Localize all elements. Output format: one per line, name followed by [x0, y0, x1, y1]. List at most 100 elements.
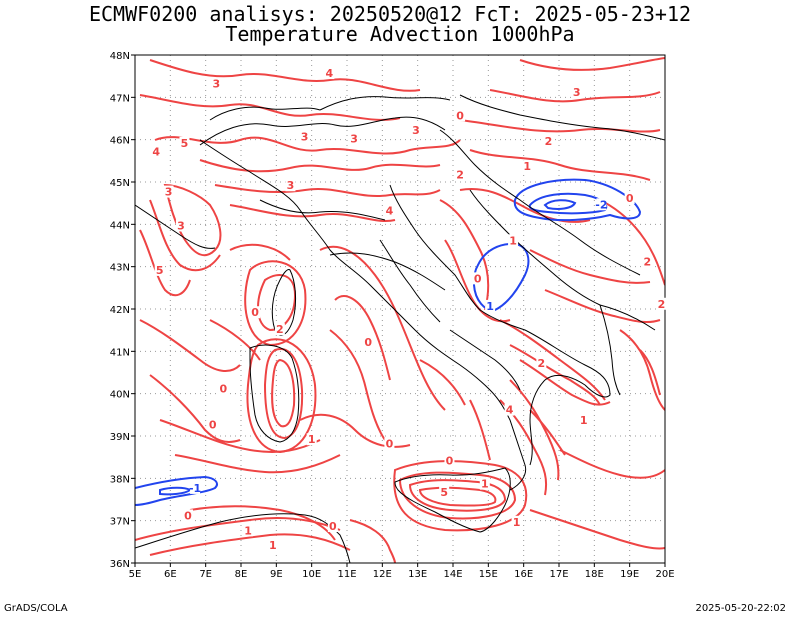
map-title: ECMWF0200 analisys: 20250520@12 FcT: 202…: [88, 2, 692, 26]
negative-contour-balkans-outer: [513, 178, 642, 222]
contour-label-26: 2: [276, 323, 284, 336]
contour-label-1: -2: [595, 198, 607, 211]
negative-contour-west: [135, 475, 218, 506]
y-tick-label-37N: 37N: [110, 517, 130, 528]
border-italy-inland-3: [379, 239, 441, 323]
contour-label-6: 4: [152, 145, 160, 158]
contour-label-bg: [511, 515, 522, 528]
contour-label-24: 2: [658, 298, 666, 311]
contour-east-sea-2: [639, 349, 661, 396]
x-tick-label-20E: 20E: [655, 569, 674, 580]
contour-label-13: 3: [573, 86, 581, 99]
contour-puglia-1: [499, 319, 606, 401]
coastline-sicily: [394, 467, 511, 533]
contour-label-35: 0: [446, 454, 454, 467]
contour-corsica-2: [244, 260, 307, 347]
contour-label-27: 0: [364, 336, 372, 349]
contour-labels: -1 -2 1 0 3 4 4 5 3 3 3 0 2 3 1 2 3 4 0 1 3 3 5 2 2 0 2 0 0 0 1 2 4 1 0 0 5 1…: [151, 67, 667, 552]
contour-east-3: [489, 89, 661, 103]
contour-label-bg: [504, 403, 515, 416]
contour-center-2: [209, 319, 261, 361]
contour-label-bg: [151, 145, 162, 158]
x-tick-label-9E: 9E: [270, 569, 283, 580]
contour-label-bg: [183, 509, 193, 522]
x-tick-label-15E: 15E: [479, 569, 498, 580]
contour-label-bg: [479, 477, 490, 490]
contour-east-4: [519, 57, 665, 71]
contour-south-5: [529, 509, 665, 550]
contour-east-sea-1: [619, 329, 665, 411]
contour-center-1: [229, 243, 291, 261]
coastline-albania: [599, 304, 621, 396]
y-tick-label-45N: 45N: [110, 178, 130, 189]
x-tick-label-12E: 12E: [373, 569, 392, 580]
negative-contour-balkans-core: [543, 199, 577, 210]
x-tick-label-8E: 8E: [235, 569, 248, 580]
contour-ionian-1: [559, 449, 665, 479]
contour-label-39: 1: [244, 524, 252, 537]
contour-label-30: 1: [308, 433, 316, 446]
contour-po-2: [229, 204, 396, 222]
y-tick-label-41N: 41N: [110, 347, 130, 358]
x-tick-label-13E: 13E: [408, 569, 427, 580]
contour-label-bg: [363, 335, 374, 348]
contour-sardinia-1: [263, 348, 304, 440]
contour-west-3: [149, 374, 241, 443]
contour-label-bg: [175, 219, 186, 232]
contour-sicily-2: [408, 479, 507, 512]
coastline-italy-east: [389, 184, 611, 466]
contour-center-4: [419, 359, 466, 406]
contour-label-bg: [410, 124, 421, 137]
coastline-tunisia: [135, 513, 351, 563]
contour-balkans-1: [529, 249, 651, 284]
contour-label-31: 2: [538, 357, 546, 370]
contour-label-bg: [624, 191, 635, 204]
x-tick-label-6E: 6E: [164, 569, 177, 580]
border-switzerland: [209, 106, 321, 121]
contour-sicily-1: [398, 471, 517, 520]
axis-ticks: 5E 6E 7E 8E 9E 10E 11E 12E 13E 14E 15E 16E 17E 18E 19E…: [110, 51, 675, 580]
contour-label-12: 2: [545, 135, 553, 148]
footer-timestamp: 2025-05-20-22:02: [695, 603, 786, 614]
contour-south-3: [189, 505, 336, 541]
contour-puglia-2: [509, 344, 601, 406]
border-italy-inland-4: [449, 329, 521, 391]
contour-label-bg: [299, 130, 310, 143]
contour-east-2: [459, 119, 661, 133]
contour-label-bg: [154, 263, 165, 276]
contour-label-bg: [349, 132, 360, 145]
y-tick-label-44N: 44N: [110, 220, 130, 231]
contour-label-32: 4: [506, 404, 514, 417]
contour-label-7: 5: [181, 137, 189, 150]
contour-label-2: 1: [486, 300, 494, 313]
contour-label-bg: [324, 67, 335, 80]
contour-nw-alps-2: [139, 94, 401, 121]
contour-label-bg: [522, 160, 533, 173]
coastline-balkans-inland: [459, 94, 665, 141]
contour-label-14: 1: [523, 160, 531, 173]
contour-label-36: 5: [440, 486, 448, 499]
contour-label-16: 3: [287, 179, 295, 192]
contour-label-bg: [571, 86, 582, 99]
positive-contours: [135, 57, 665, 563]
contour-label-bg: [190, 481, 201, 494]
contour-calabria-3: [529, 409, 566, 456]
y-tick-label-38N: 38N: [110, 474, 130, 485]
contour-label-bg: [536, 357, 547, 370]
contour-label-bg: [274, 323, 285, 336]
contour-label-bg: [455, 168, 466, 181]
contour-label-bg: [384, 204, 395, 217]
contour-label-21: 3: [177, 219, 185, 232]
contour-label-bg: [384, 437, 395, 450]
contour-east-1: [469, 149, 651, 181]
contour-med-2: [174, 454, 341, 474]
contour-label-bg: [306, 433, 317, 446]
x-tick-label-10E: 10E: [302, 569, 321, 580]
contour-nw-alps: [149, 59, 421, 92]
y-tick-label-48N: 48N: [110, 51, 130, 62]
contour-label-33: 1: [580, 414, 588, 427]
contour-label-19: 1: [509, 234, 517, 247]
contour-label-38: 0: [184, 509, 192, 522]
x-tick-label-18E: 18E: [585, 569, 604, 580]
